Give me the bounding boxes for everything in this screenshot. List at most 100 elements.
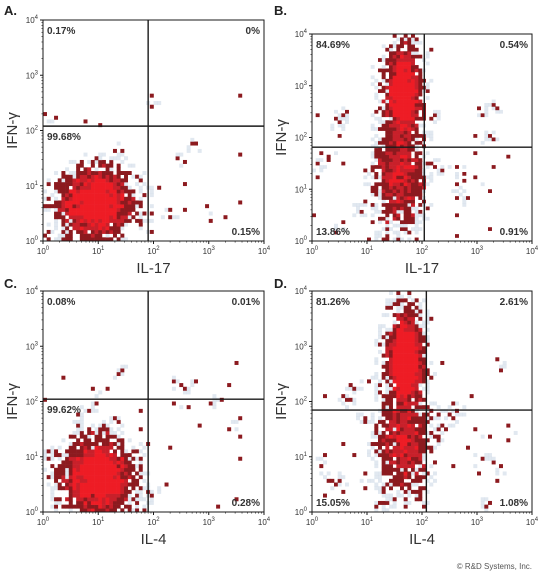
density-cell: [112, 489, 117, 494]
density-cell: [418, 85, 423, 90]
density-cell: [68, 222, 73, 227]
density-cell: [381, 364, 386, 369]
density-cell: [352, 203, 357, 207]
density-cell: [101, 467, 106, 472]
density-cell: [381, 44, 386, 49]
density-cell: [411, 196, 415, 200]
density-cell: [370, 456, 375, 461]
density-cell: [105, 218, 110, 223]
density-cell: [389, 298, 393, 303]
density-cell: [425, 161, 430, 166]
density-cell: [396, 199, 401, 204]
density-cell: [87, 489, 92, 494]
density-cell: [433, 445, 437, 450]
density-cell: [433, 113, 437, 118]
density-cell: [79, 456, 84, 461]
density-cell: [407, 54, 412, 59]
density-cell: [138, 475, 143, 480]
density-cell: [90, 174, 95, 179]
density-cell: [381, 109, 386, 114]
density-cell: [389, 158, 393, 162]
density-cell: [396, 216, 401, 221]
density-cell: [385, 103, 390, 107]
density-cell: [378, 331, 382, 336]
density-cell: [389, 147, 393, 152]
density-cell: [109, 442, 114, 446]
density-cell: [359, 379, 364, 384]
density-cell: [190, 383, 195, 388]
density-cell: [429, 130, 434, 135]
density-cell: [127, 489, 132, 494]
density-cell: [396, 305, 401, 310]
density-cell: [370, 175, 375, 180]
density-cell: [374, 134, 379, 138]
density-cell: [65, 478, 70, 483]
density-cell: [57, 500, 62, 505]
density-cell: [208, 401, 213, 406]
density-cell: [50, 486, 55, 491]
density-cell: [418, 89, 423, 93]
y-tick-label: 104: [26, 286, 39, 296]
density-cell: [90, 471, 95, 476]
density-cell: [396, 75, 401, 80]
density-cell: [374, 449, 379, 454]
density-cell: [411, 216, 415, 221]
quadrant-upper-left: 0.17%: [47, 26, 75, 37]
x-tick-label: 103: [203, 246, 216, 256]
density-cell: [425, 61, 430, 66]
density-cell: [79, 171, 84, 175]
density-cell: [65, 237, 70, 242]
density-cell: [98, 163, 103, 168]
density-cell: [400, 89, 404, 93]
density-cell: [418, 213, 423, 218]
density-cell: [370, 75, 375, 80]
density-cell: [422, 349, 426, 354]
density-cell: [337, 123, 342, 128]
density-cell: [422, 335, 426, 340]
density-cell: [370, 144, 375, 149]
density-cell: [94, 211, 99, 216]
density-cell: [396, 412, 401, 417]
density-cell: [54, 482, 59, 487]
density-cell: [101, 237, 106, 242]
density-cell: [414, 397, 419, 402]
density-cell: [138, 218, 143, 223]
density-cell: [433, 478, 437, 483]
density-cell: [131, 467, 136, 472]
density-cell: [491, 106, 496, 111]
density-cell: [385, 427, 390, 432]
density-cell: [378, 419, 382, 424]
density-cell: [411, 178, 415, 183]
density-cell: [407, 192, 412, 197]
density-cell: [101, 471, 106, 476]
density-cell: [72, 471, 77, 476]
density-cell: [502, 471, 507, 476]
density-cell: [109, 467, 114, 472]
density-cell: [411, 379, 415, 384]
density-cell: [433, 165, 437, 169]
density-cell: [315, 175, 320, 180]
density-cell: [385, 442, 390, 446]
density-cell: [414, 47, 419, 52]
density-cell: [65, 185, 70, 190]
density-cell: [385, 223, 390, 228]
quadrant-lower-right: 0.15%: [232, 227, 260, 238]
density-cell: [407, 189, 412, 193]
density-cell: [120, 178, 125, 183]
density-cell: [50, 119, 55, 124]
density-cell: [124, 211, 129, 216]
density-cell: [374, 390, 379, 395]
density-cell: [57, 471, 62, 476]
density-cell: [54, 200, 59, 205]
density-cell: [238, 93, 243, 98]
density-cell: [411, 47, 415, 52]
density-cell: [440, 423, 445, 428]
density-cell: [135, 489, 140, 494]
density-cell: [370, 412, 375, 417]
density-cell: [389, 449, 393, 454]
density-cell: [101, 504, 106, 509]
density-cell: [385, 127, 390, 131]
density-cell: [385, 372, 390, 377]
density-cell: [374, 182, 379, 187]
density-cell: [124, 464, 129, 469]
